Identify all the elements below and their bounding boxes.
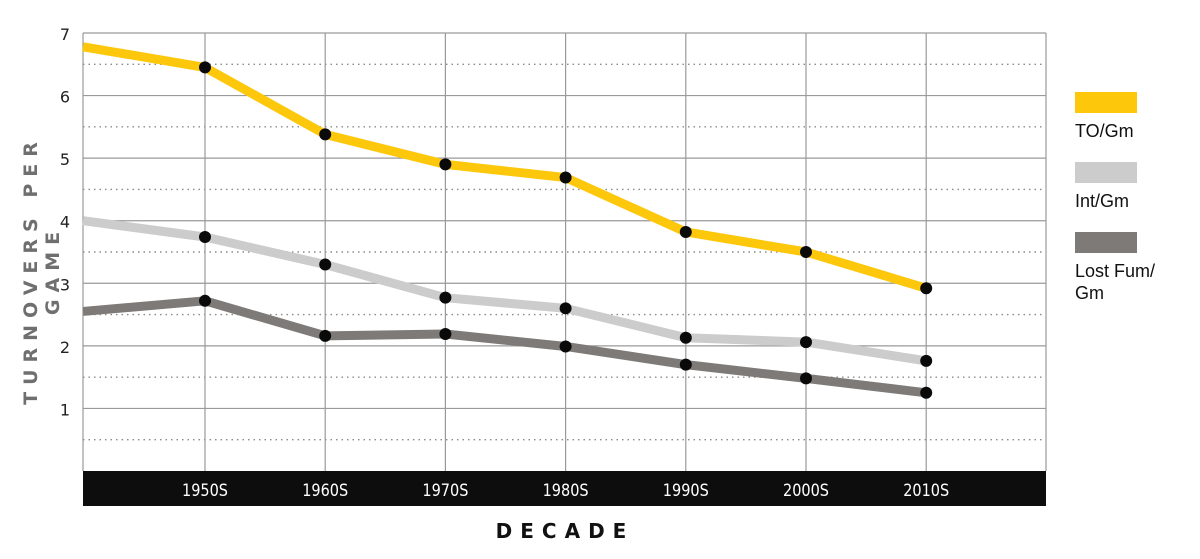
- data-point: [199, 61, 211, 74]
- data-point: [319, 258, 332, 271]
- data-point: [439, 158, 452, 171]
- x-axis-label: DECADE: [495, 519, 635, 543]
- y-tick-label: 4: [60, 213, 70, 232]
- y-axis-label: TURNOVERS PER GAME: [20, 135, 64, 405]
- legend: TO/Gm Int/Gm Lost Fum/ Gm: [1075, 92, 1195, 303]
- x-tick-labels: 1950S 1960S 1970S 1980S 1990S 2000S 2010S: [182, 481, 949, 501]
- data-point: [439, 327, 452, 340]
- data-point: [800, 246, 812, 258]
- series-points: [199, 61, 933, 399]
- y-tick-labels: 1 2 3 4 5 6 7: [60, 25, 70, 419]
- legend-item-int-gm: Int/Gm: [1075, 162, 1195, 232]
- legend-label-lost-fum-gm: Lost Fum/ Gm: [1075, 261, 1156, 303]
- y-tick-label: 1: [60, 400, 70, 419]
- y-tick-label: 7: [60, 25, 70, 44]
- x-axis-band: [83, 471, 1046, 506]
- legend-label-to-gm: TO/Gm: [1075, 121, 1134, 141]
- x-tick-label: 1980S: [543, 481, 589, 501]
- data-point: [559, 340, 572, 353]
- legend-swatch-int-gm: [1075, 162, 1137, 183]
- legend-label-int-gm: Int/Gm: [1075, 191, 1130, 211]
- y-tick-label: 3: [60, 275, 70, 294]
- data-point: [920, 386, 933, 399]
- x-tick-label: 1950S: [182, 481, 228, 501]
- x-tick-label: 2010S: [903, 481, 949, 501]
- data-point: [559, 302, 572, 315]
- data-point: [679, 225, 692, 238]
- series-line-0: [82, 42, 928, 293]
- series-lines: [82, 42, 928, 398]
- legend-item-to-gm: TO/Gm: [1075, 92, 1195, 162]
- legend-swatch-lost-fum-gm: [1075, 232, 1137, 253]
- data-point: [559, 171, 572, 184]
- data-point: [920, 282, 933, 295]
- data-point: [920, 354, 933, 367]
- grid-lines: [82, 32, 1047, 471]
- data-point: [199, 230, 211, 243]
- x-tick-label: 1970S: [422, 481, 468, 501]
- data-point: [439, 291, 452, 304]
- y-tick-label: 5: [60, 150, 70, 169]
- x-tick-label: 2000S: [783, 481, 829, 501]
- data-point: [800, 372, 812, 385]
- series-line-2: [82, 296, 927, 398]
- legend-swatch-to-gm: [1075, 92, 1137, 113]
- x-tick-label: 1990S: [663, 481, 709, 501]
- data-point: [679, 358, 692, 371]
- data-point: [679, 331, 692, 344]
- legend-item-lost-fum-gm: Lost Fum/ Gm: [1075, 232, 1195, 303]
- x-tick-label: 1960S: [302, 481, 348, 501]
- y-tick-label: 6: [60, 88, 70, 107]
- data-point: [319, 329, 332, 342]
- data-point: [800, 336, 812, 349]
- y-tick-label: 2: [60, 338, 70, 357]
- series-line-1: [82, 216, 927, 366]
- data-point: [319, 128, 332, 141]
- data-point: [199, 294, 211, 307]
